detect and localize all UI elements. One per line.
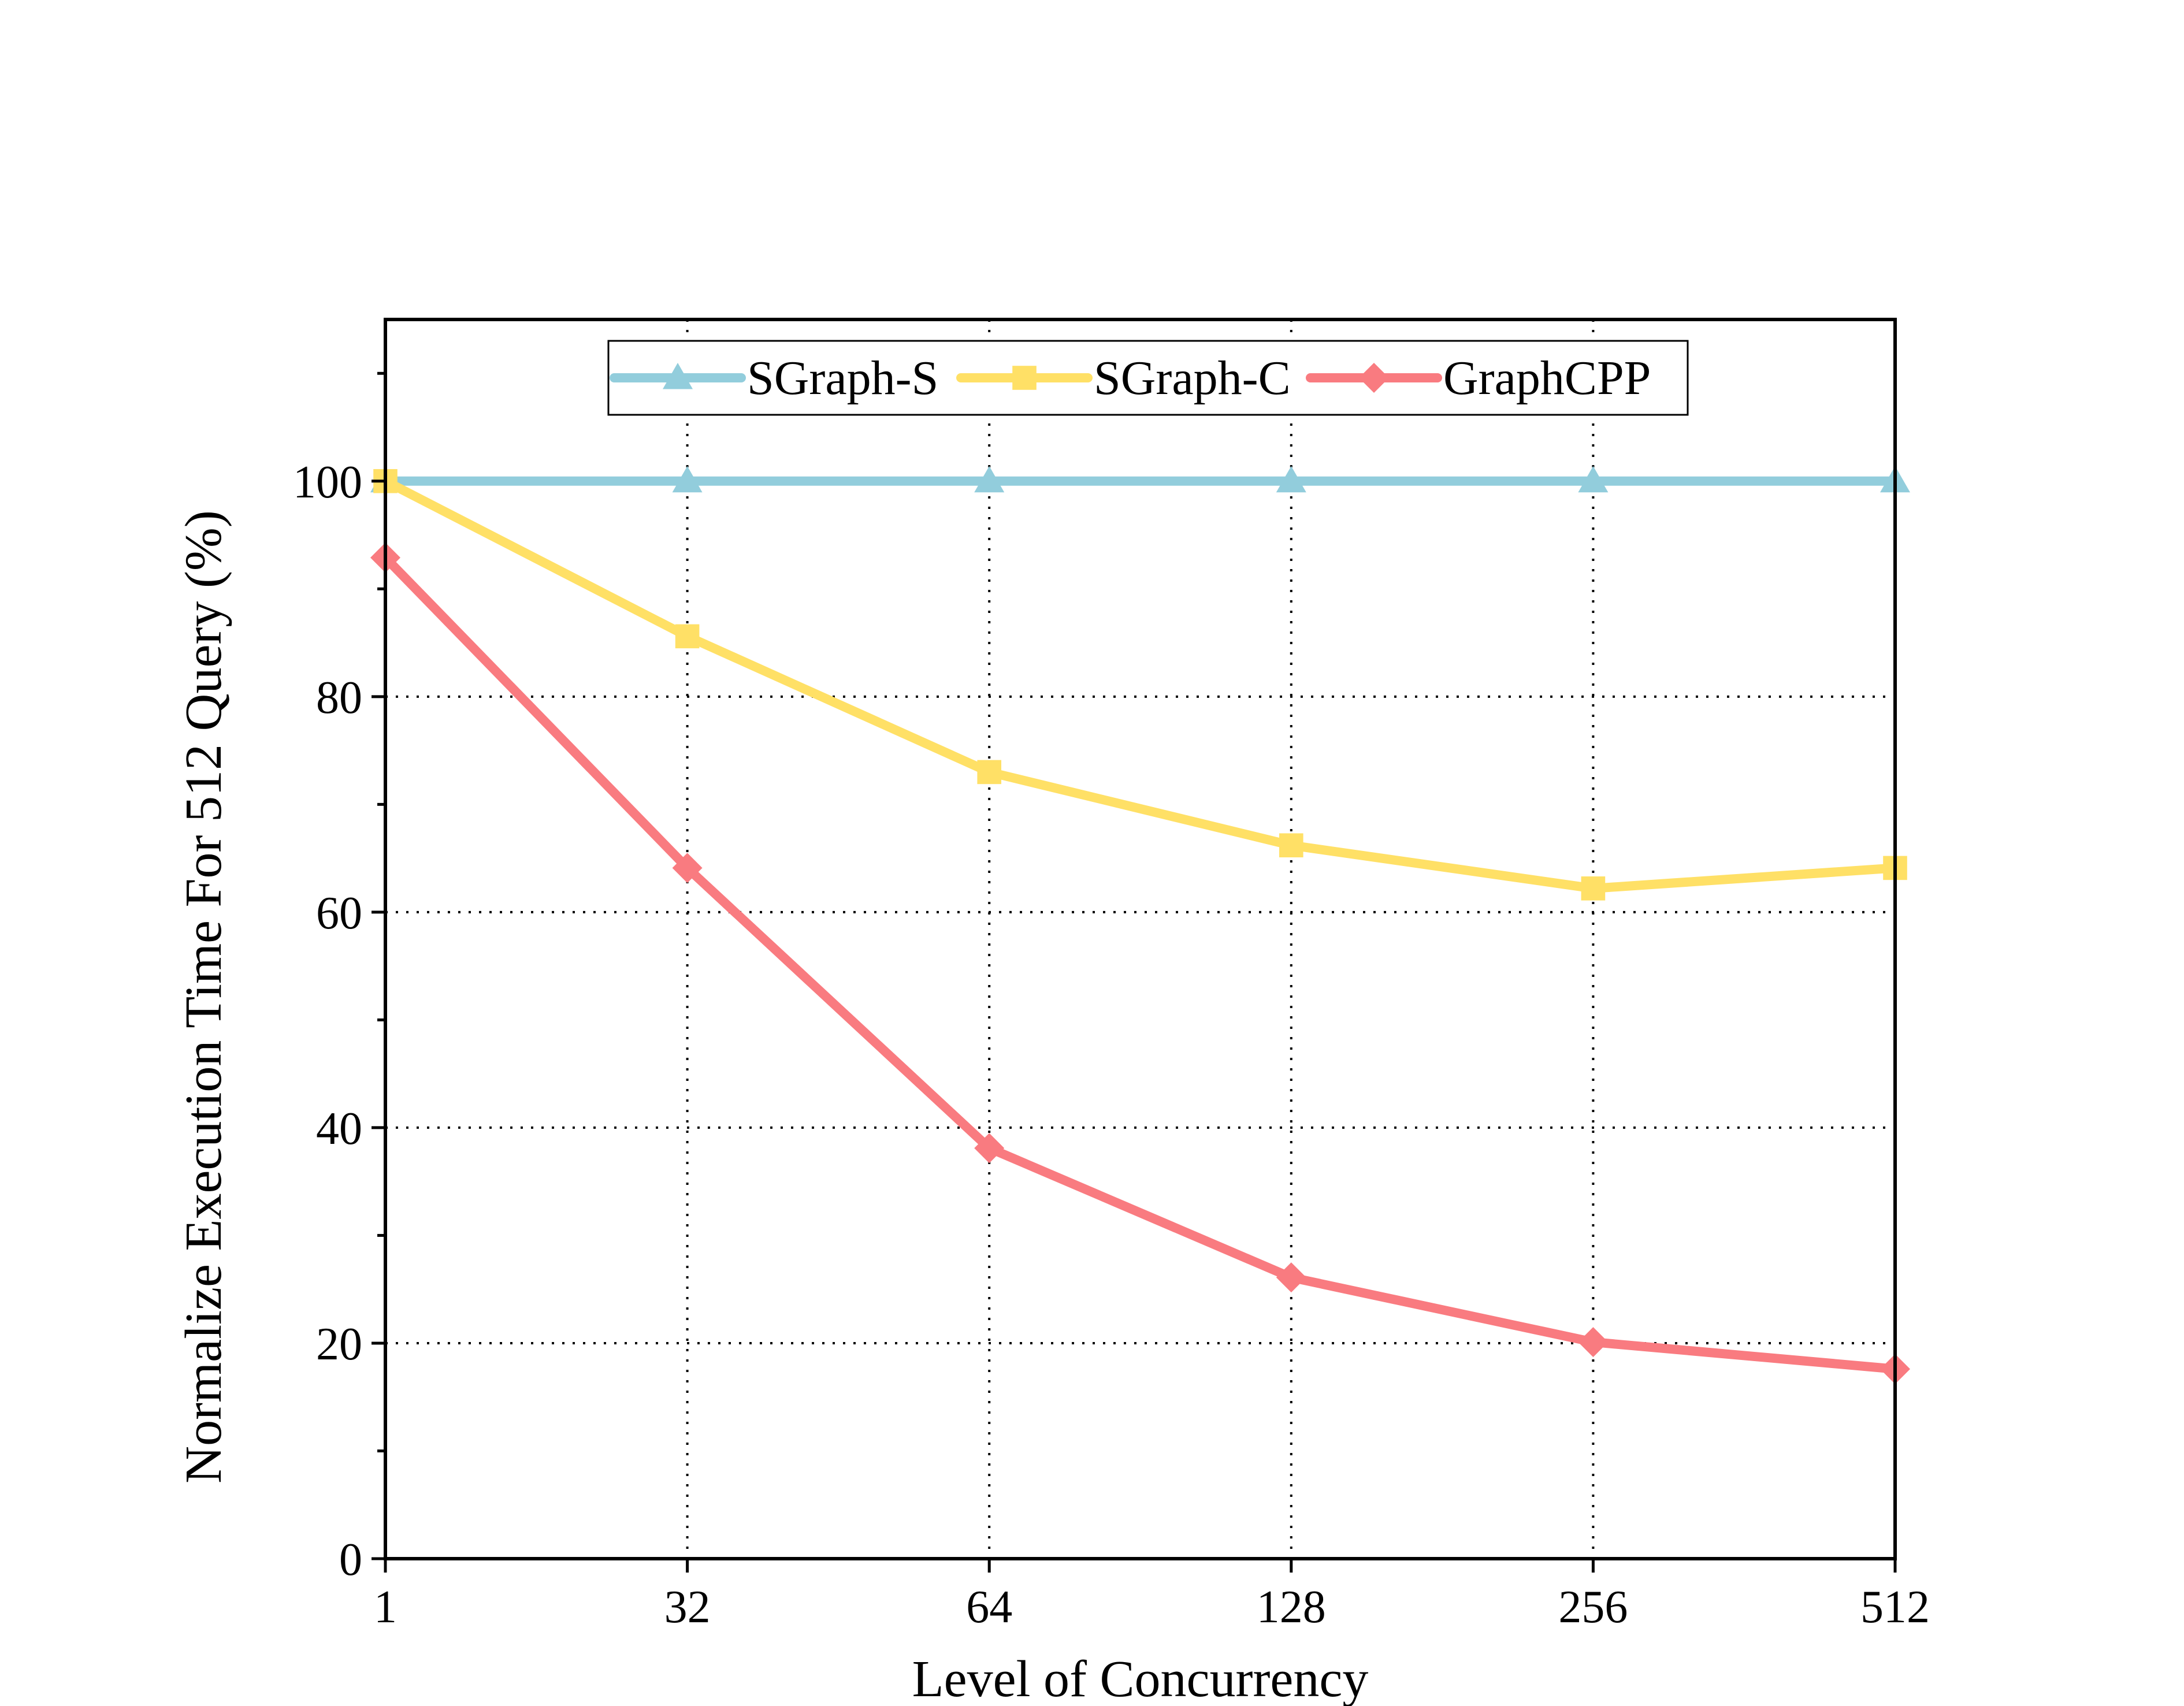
y-tick-labels: 0 20 40 60 80 100 — [293, 457, 362, 1585]
legend-entry: SGraph-C — [956, 351, 1291, 405]
y-tick-label: 0 — [339, 1534, 362, 1585]
y-axis-title: Normalize Execution Time For 512 Query (… — [175, 510, 232, 1484]
series-line — [381, 476, 1900, 893]
diamond-marker — [1578, 1327, 1609, 1358]
x-tick-label: 256 — [1558, 1582, 1628, 1633]
axis-ticks — [372, 371, 1897, 1573]
diamond-marker — [672, 853, 703, 883]
series-line — [381, 553, 1900, 1374]
diamond-marker — [1359, 363, 1389, 393]
series-layer — [370, 466, 1910, 1384]
x-axis-title: Level of Concurrency — [912, 1651, 1369, 1706]
legend-label: SGraph-C — [1094, 351, 1291, 405]
legend-label: GraphCPP — [1443, 351, 1651, 405]
x-tick-label: 32 — [664, 1582, 711, 1633]
y-tick-label: 60 — [316, 888, 362, 939]
diamond-marker — [974, 1133, 1005, 1164]
x-tick-label: 512 — [1860, 1582, 1930, 1633]
x-tick-label: 1 — [374, 1582, 397, 1633]
x-tick-label: 128 — [1257, 1582, 1326, 1633]
triangle-marker — [672, 466, 703, 493]
x-tick-labels: 1 32 64 128 256 512 — [374, 1582, 1930, 1633]
square-marker — [977, 760, 1001, 785]
triangle-marker — [663, 363, 693, 389]
triangle-marker — [1276, 466, 1306, 493]
y-tick-label: 100 — [293, 457, 362, 508]
legend-entry: SGraph-S — [610, 351, 938, 405]
y-tick-label: 20 — [316, 1319, 362, 1370]
legend-box — [607, 340, 1689, 416]
legend-entry: GraphCPP — [1306, 351, 1651, 405]
square-marker — [1012, 366, 1037, 390]
square-marker — [1279, 833, 1303, 858]
square-marker — [675, 624, 700, 649]
legend: SGraph-S SGraph-C GraphCPP — [607, 340, 1689, 416]
triangle-marker — [1578, 466, 1609, 493]
x-tick-label: 64 — [966, 1582, 1012, 1633]
legend-label: SGraph-S — [747, 351, 938, 405]
y-tick-label: 40 — [316, 1103, 362, 1154]
triangle-marker — [974, 466, 1005, 493]
diamond-marker — [1276, 1262, 1306, 1293]
square-marker — [1581, 876, 1606, 901]
y-tick-label: 80 — [316, 672, 362, 723]
plot-frame — [384, 318, 1897, 1560]
